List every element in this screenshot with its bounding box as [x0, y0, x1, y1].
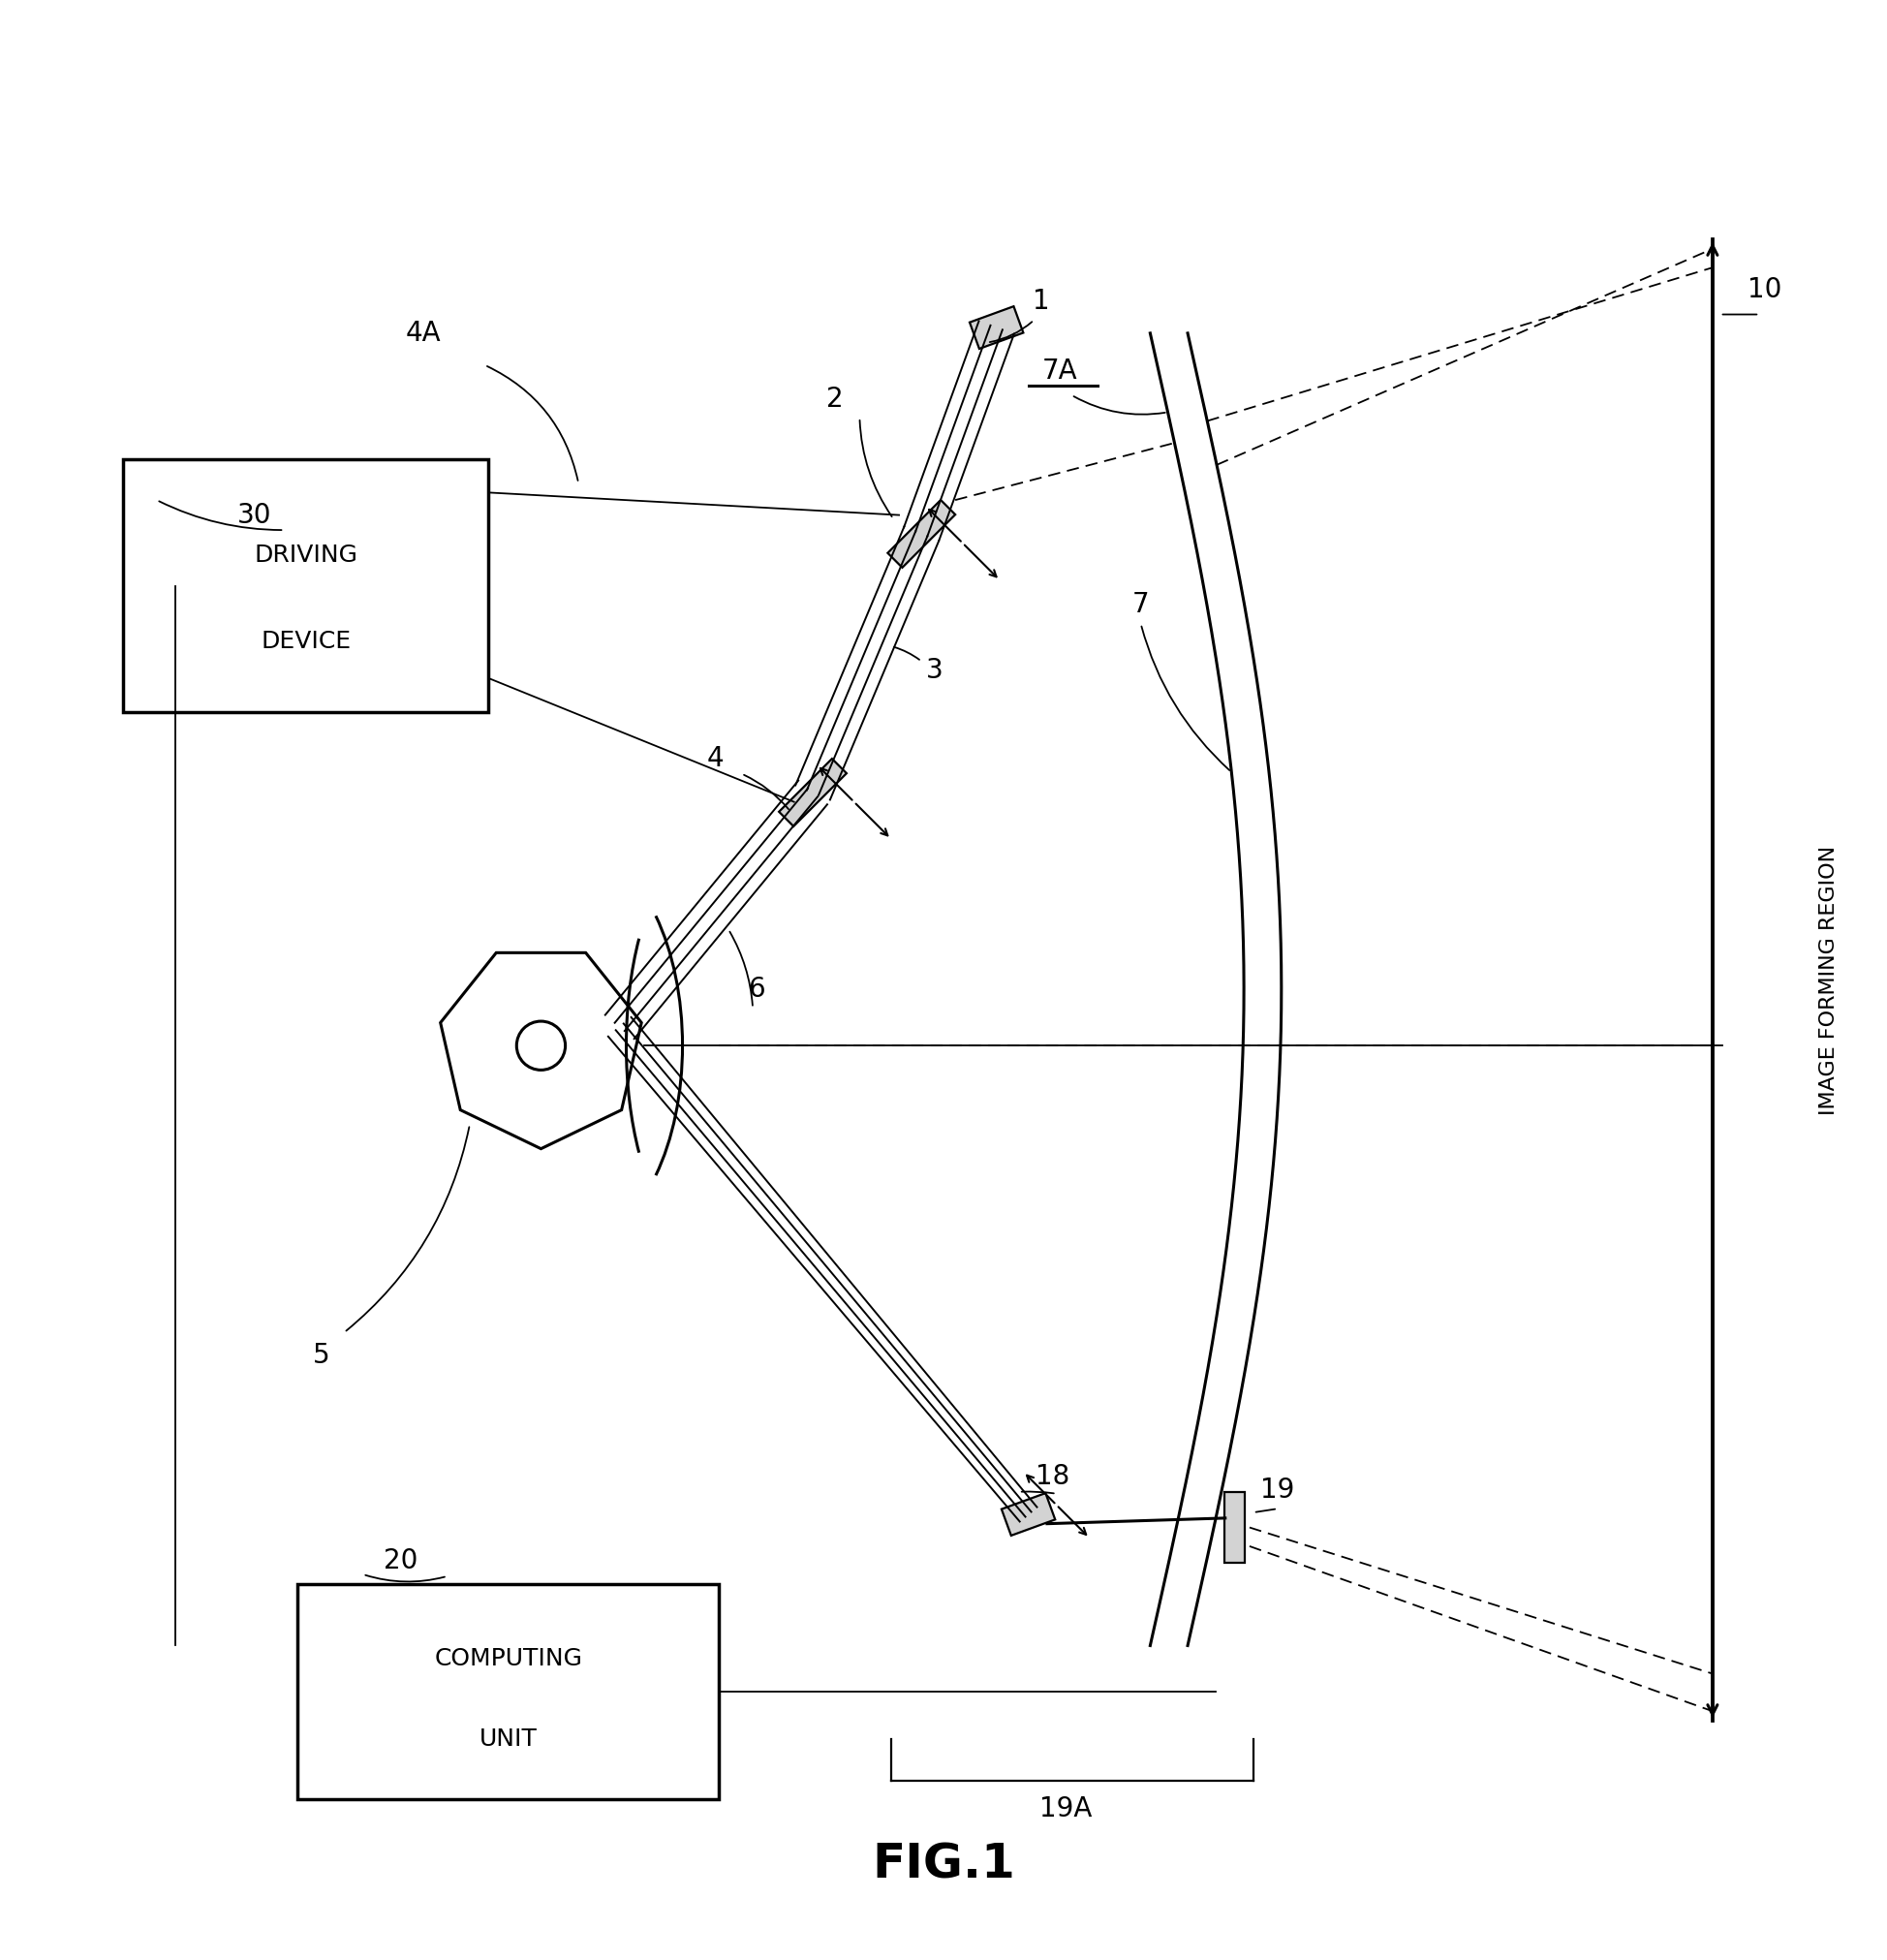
Polygon shape [1000, 1494, 1055, 1535]
Text: 10: 10 [1747, 276, 1781, 304]
Text: 19: 19 [1261, 1476, 1294, 1503]
Text: FIG.1: FIG.1 [872, 1842, 1015, 1887]
Text: IMAGE FORMING REGION: IMAGE FORMING REGION [1819, 845, 1838, 1115]
Text: DEVICE: DEVICE [260, 629, 351, 653]
Text: 5: 5 [313, 1341, 330, 1368]
Text: 1: 1 [1032, 288, 1049, 316]
Text: 3: 3 [925, 657, 944, 684]
Text: 30: 30 [238, 502, 272, 529]
Text: 20: 20 [383, 1548, 417, 1574]
Polygon shape [779, 759, 845, 827]
Text: 7: 7 [1132, 592, 1149, 619]
Text: 18: 18 [1036, 1464, 1070, 1490]
Text: 7A: 7A [1042, 357, 1077, 384]
Text: DRIVING: DRIVING [255, 543, 357, 566]
FancyBboxPatch shape [123, 459, 489, 711]
Text: 19A: 19A [1040, 1795, 1091, 1823]
FancyBboxPatch shape [296, 1584, 719, 1799]
Text: COMPUTING: COMPUTING [434, 1648, 581, 1670]
Text: 6: 6 [747, 976, 764, 1004]
Polygon shape [970, 306, 1023, 349]
Text: UNIT: UNIT [479, 1727, 538, 1750]
Text: 2: 2 [827, 386, 843, 412]
Polygon shape [887, 500, 955, 568]
Polygon shape [1223, 1492, 1244, 1562]
Text: 4A: 4A [406, 319, 440, 347]
Text: 4: 4 [706, 745, 723, 772]
